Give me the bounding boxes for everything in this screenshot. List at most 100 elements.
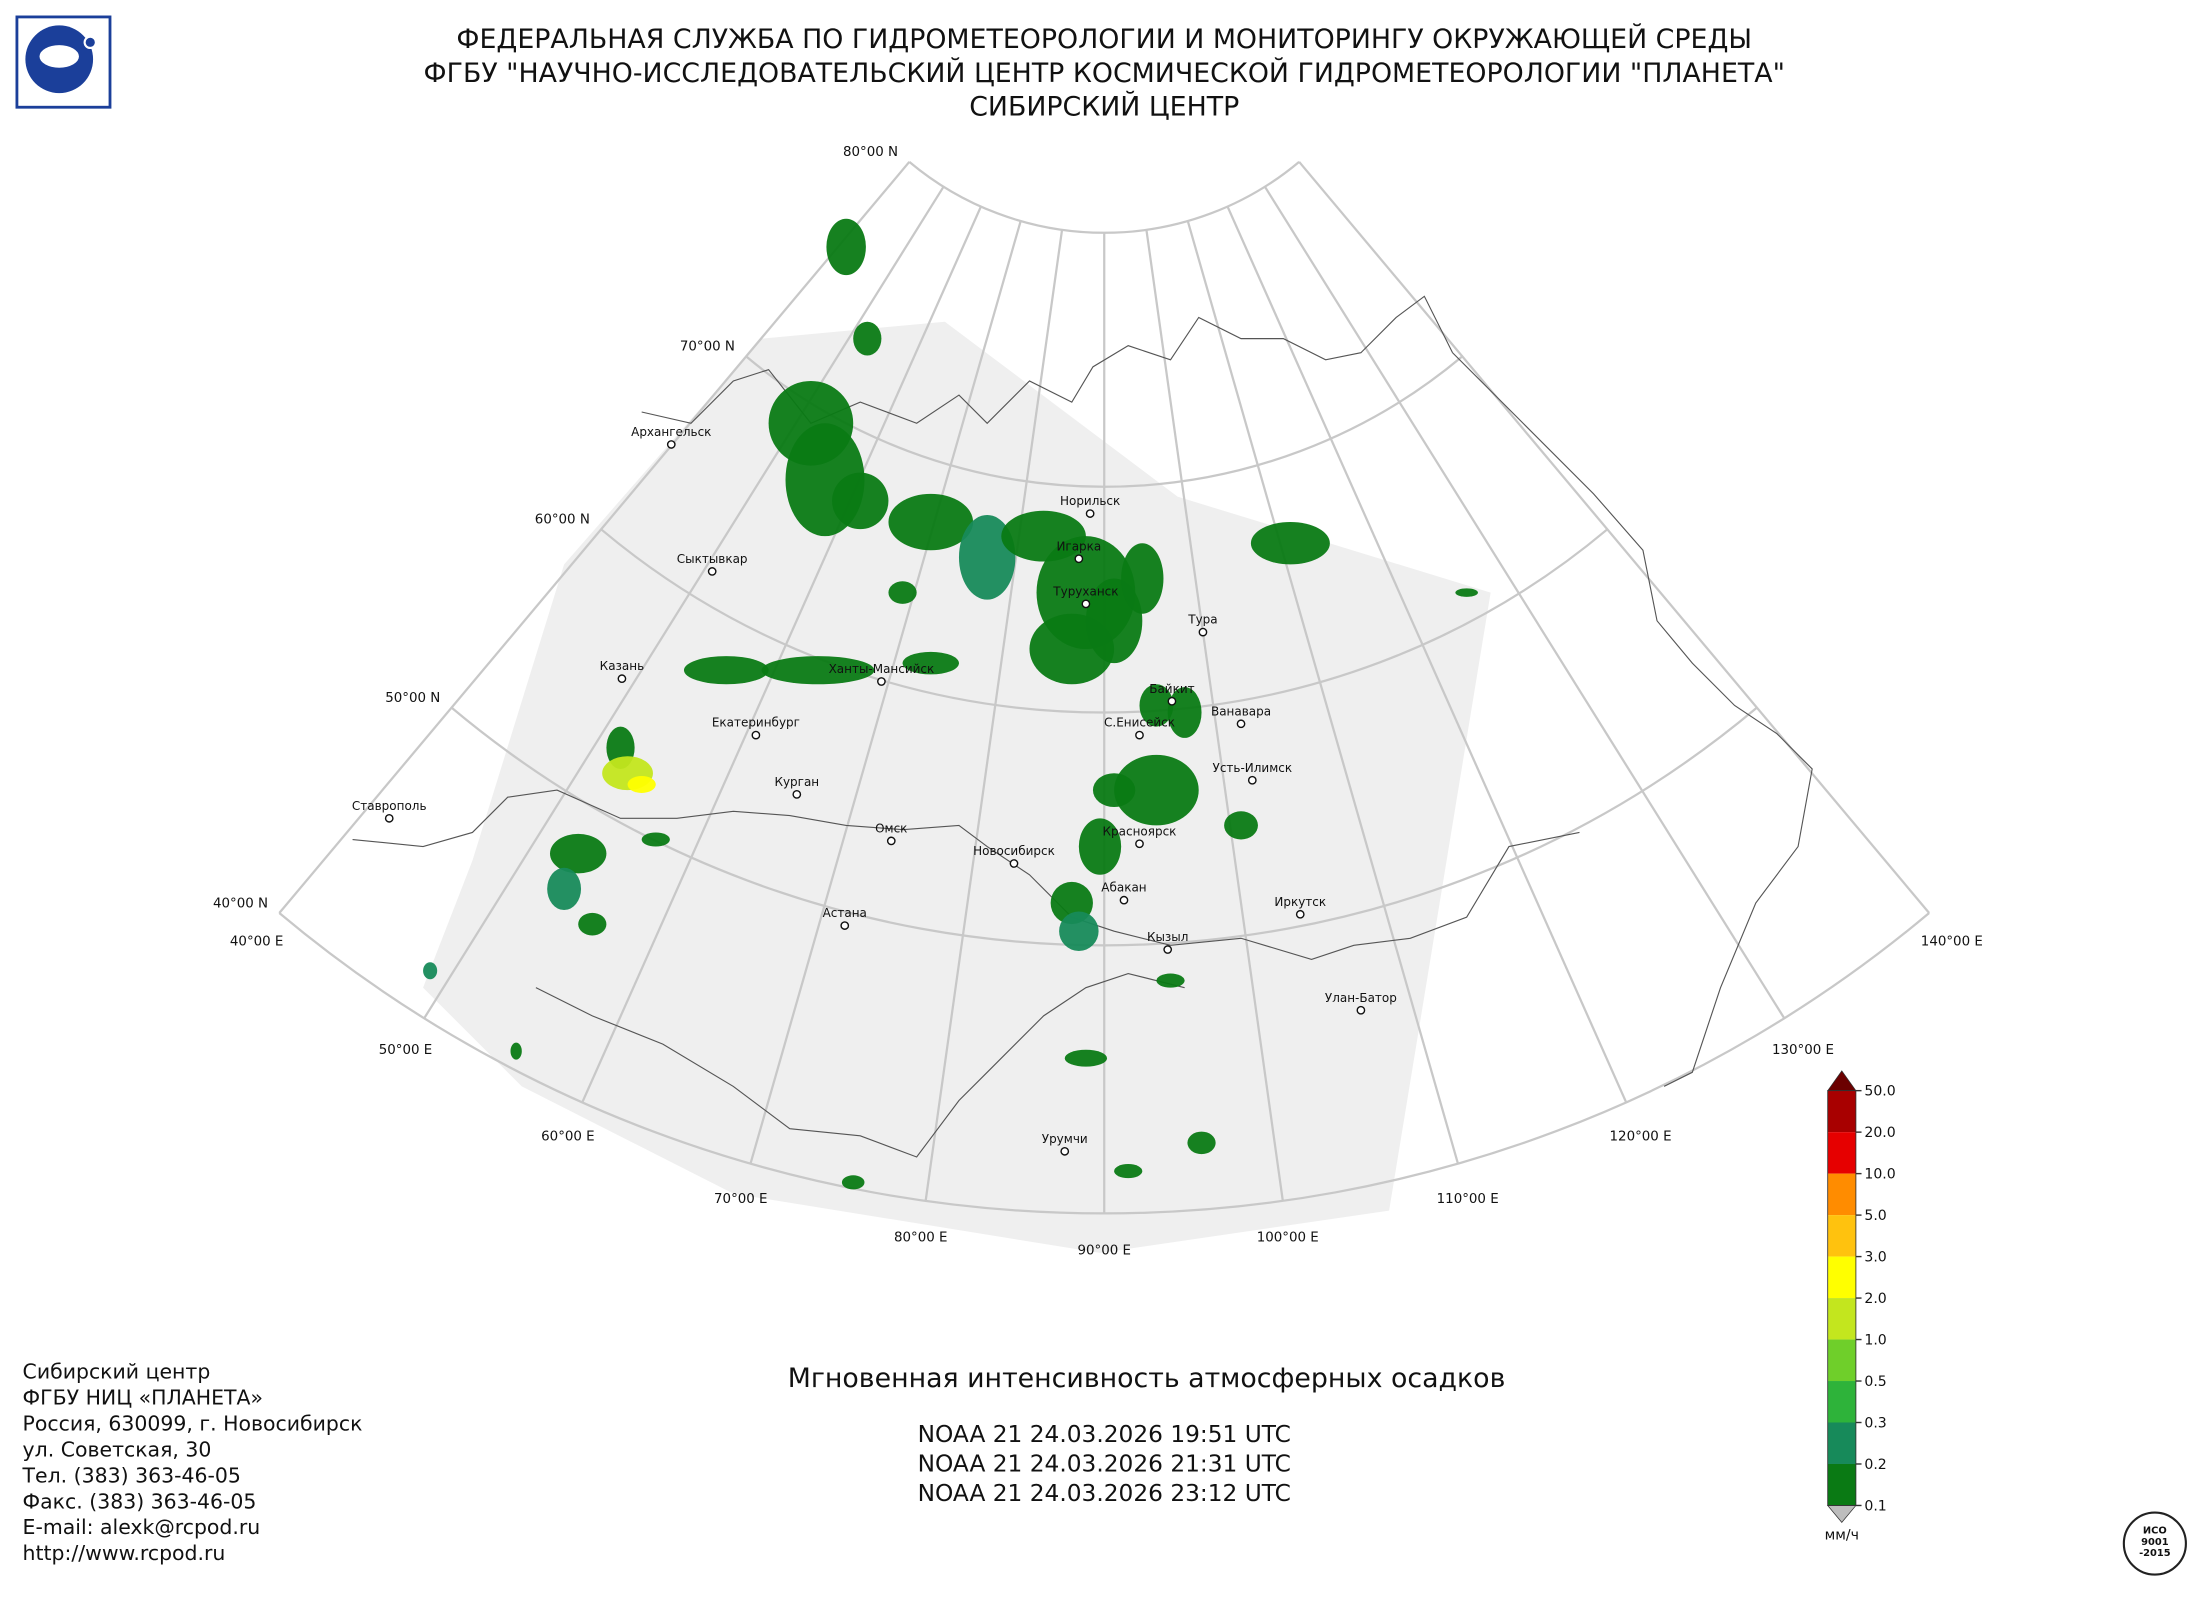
meridian bbox=[581, 206, 982, 1103]
precip-area bbox=[1139, 684, 1174, 727]
header-line: ФГБУ "НАУЧНО-ИССЛЕДОВАТЕЛЬСКИЙ ЦЕНТР КОС… bbox=[424, 57, 1785, 89]
satellite-swath bbox=[423, 321, 1491, 1253]
logo bbox=[15, 15, 112, 109]
cities: Архангельск Сыктывкар Казань Екатеринбург Ха… bbox=[352, 425, 1397, 1156]
header-line: ФЕДЕРАЛЬНАЯ СЛУЖБА ПО ГИДРОМЕТЕОРОЛОГИИ … bbox=[456, 23, 1752, 55]
precip-area bbox=[1250, 522, 1330, 565]
legend-swatch bbox=[1827, 1256, 1856, 1299]
precip-area bbox=[1078, 818, 1122, 875]
logo-satellite bbox=[83, 35, 97, 50]
city-label: Ханты-Мансийск bbox=[829, 662, 935, 676]
header: ФЕДЕРАЛЬНАЯ СЛУЖБА ПО ГИДРОМЕТЕОРОЛОГИИ … bbox=[424, 23, 1785, 123]
city-label: Тура bbox=[1187, 613, 1217, 627]
meridian bbox=[1186, 220, 1460, 1164]
precip-area bbox=[1156, 973, 1185, 988]
city-label: Усть-Илимск bbox=[1213, 761, 1293, 775]
precip-area bbox=[627, 776, 656, 793]
city-label: Екатеринбург bbox=[712, 716, 800, 730]
product-title: Мгновенная интенсивность атмосферных оса… bbox=[788, 1363, 1506, 1394]
footer-line: Тел. (383) 363-46-05 bbox=[22, 1463, 241, 1487]
city-marker bbox=[617, 674, 627, 684]
city-label: Архангельск bbox=[631, 425, 711, 439]
city-label: Кызыл bbox=[1147, 930, 1188, 944]
cert-text: -2015 bbox=[2139, 1548, 2171, 1559]
legend-label: 2.0 bbox=[1864, 1291, 1886, 1307]
city-marker bbox=[1247, 775, 1257, 785]
lon-label: 70°00 E bbox=[714, 1192, 767, 1207]
precip-area bbox=[826, 218, 866, 276]
lon-label: 90°00 E bbox=[1077, 1243, 1130, 1258]
precip-area bbox=[841, 1175, 865, 1190]
lon-label: 110°00 E bbox=[1437, 1192, 1499, 1207]
cert-ring bbox=[2122, 1511, 2187, 1576]
logo-cloud bbox=[39, 45, 79, 68]
meridian bbox=[1298, 161, 1931, 914]
city-marker bbox=[1167, 696, 1177, 706]
city-marker bbox=[1356, 1005, 1366, 1015]
header-line: СИБИРСКИЙ ЦЕНТР bbox=[969, 91, 1239, 123]
precip-area bbox=[888, 493, 974, 551]
legend-label: 10.0 bbox=[1864, 1167, 1895, 1183]
city-label: Иркутск bbox=[1274, 895, 1326, 909]
lon-label: 40°00 E bbox=[230, 935, 283, 950]
city-label: Ванавара bbox=[1211, 704, 1271, 718]
legend-swatch bbox=[1827, 1215, 1856, 1257]
legend-swatch bbox=[1827, 1463, 1856, 1506]
city-marker bbox=[1135, 839, 1144, 849]
precip-area bbox=[1167, 687, 1202, 738]
cert-text: 9001 bbox=[2141, 1537, 2169, 1548]
legend-label: 20.0 bbox=[1864, 1125, 1895, 1141]
city-marker bbox=[1060, 1146, 1070, 1156]
city-marker bbox=[1163, 945, 1173, 954]
footer-line: Россия, 630099, г. Новосибирск bbox=[23, 1411, 363, 1435]
lat-label: 80°00 N bbox=[843, 145, 898, 160]
city-label: Игарка bbox=[1056, 539, 1101, 553]
lon-label: 130°00 E bbox=[1772, 1043, 1834, 1058]
product-info: Мгновенная интенсивность атмосферных оса… bbox=[788, 1363, 1506, 1507]
city-label: Урумчи bbox=[1042, 1132, 1088, 1146]
city-marker bbox=[1074, 554, 1084, 564]
city-marker bbox=[1081, 599, 1091, 609]
footer-line: http://www.rcpod.ru bbox=[23, 1541, 226, 1565]
city-marker bbox=[1119, 895, 1129, 905]
footer-line: E-mail: alexk@rcpod.ru bbox=[23, 1515, 261, 1539]
legend-label: 3.0 bbox=[1864, 1250, 1886, 1266]
city-marker bbox=[1085, 509, 1095, 518]
precip-area bbox=[578, 912, 607, 936]
coastline bbox=[1452, 352, 1813, 1087]
meridian bbox=[1263, 186, 1786, 1019]
legend-label: 0.1 bbox=[1864, 1498, 1886, 1514]
precip-area bbox=[1059, 911, 1099, 951]
city-marker bbox=[840, 921, 850, 930]
legend: 50.0 20.0 10.0 5.0 3.0 2.0 1.0 0.5 0.3 0.2 0.1 мм/ч bbox=[1825, 1070, 1896, 1543]
footer-line: Факс. (383) 363-46-05 bbox=[23, 1489, 257, 1513]
precip-area bbox=[761, 656, 875, 685]
city-label: Омск bbox=[875, 821, 907, 835]
city-label: Норильск bbox=[1060, 494, 1120, 508]
meridian bbox=[278, 161, 911, 914]
precipitation bbox=[423, 218, 1478, 1190]
lon-label: 80°00 E bbox=[894, 1230, 947, 1245]
legend-label: 1.0 bbox=[1864, 1332, 1886, 1348]
precip-area bbox=[1455, 588, 1478, 597]
footer-line: Сибирский центр bbox=[23, 1359, 211, 1383]
lat-label: 40°00 N bbox=[213, 896, 268, 911]
city-label: Астана bbox=[823, 906, 867, 920]
cert-text: ИСО bbox=[2143, 1526, 2167, 1537]
meridian bbox=[1226, 206, 1628, 1103]
city-label: Туруханск bbox=[1052, 584, 1118, 598]
legend-swatch bbox=[1827, 1132, 1856, 1174]
precip-area bbox=[888, 581, 917, 604]
precip-area bbox=[1092, 773, 1136, 808]
legend-label: 50.0 bbox=[1864, 1084, 1895, 1100]
pass-line: NOAA 21 24.03.2026 19:51 UTC bbox=[918, 1421, 1291, 1448]
pass-line: NOAA 21 24.03.2026 21:31 UTC bbox=[918, 1451, 1291, 1478]
lon-label: 60°00 E bbox=[541, 1129, 594, 1144]
legend-label: 0.5 bbox=[1864, 1374, 1886, 1390]
lon-label: 120°00 E bbox=[1610, 1129, 1672, 1144]
city-marker bbox=[1236, 719, 1246, 729]
lat-label: 60°00 N bbox=[535, 513, 590, 528]
precip-area bbox=[547, 867, 582, 911]
city-label: Байкит bbox=[1149, 682, 1194, 696]
